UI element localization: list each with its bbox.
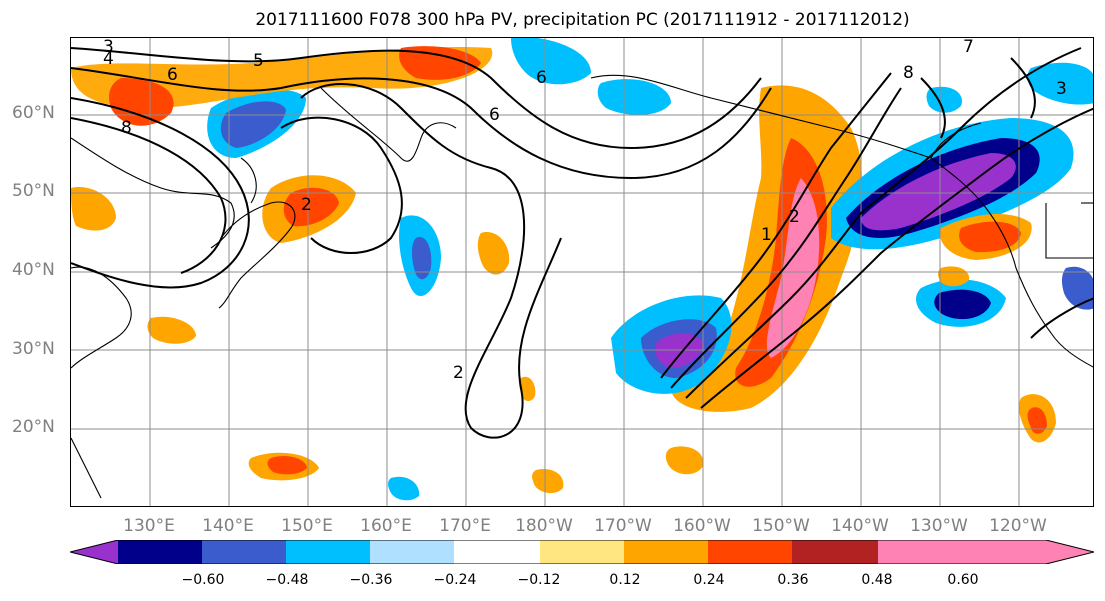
lon-label-170e: 170°E bbox=[439, 516, 491, 536]
map-title: 2017111600 F078 300 hPa PV, precipitatio… bbox=[255, 10, 910, 30]
colorbar-tick-label: −0.48 bbox=[265, 572, 309, 588]
colorbar-segment bbox=[118, 540, 202, 564]
contour-label: 8 bbox=[121, 118, 132, 138]
contour-label: 6 bbox=[167, 65, 178, 85]
contour-label: 4 bbox=[103, 49, 114, 69]
map-plot-area: 3 4 5 6 8 6 6 2 7 8 3 2 1 2 bbox=[70, 37, 1094, 507]
lon-label-140e: 140°E bbox=[202, 516, 254, 536]
colorbar-tick-label: 0.12 bbox=[609, 572, 641, 588]
colorbar-segment bbox=[540, 540, 624, 564]
lon-label-180w: 180°W bbox=[515, 516, 573, 536]
lon-label-130w: 130°W bbox=[910, 516, 968, 536]
colorbar-segment bbox=[454, 540, 540, 564]
map-canvas: 3 4 5 6 8 6 6 2 7 8 3 2 1 2 bbox=[71, 38, 1093, 506]
contour-label: 5 bbox=[253, 51, 264, 71]
lon-label-150e: 150°E bbox=[281, 516, 333, 536]
colorbar-tick-label: −0.12 bbox=[517, 572, 561, 588]
contour-label-group: 3 4 5 6 8 6 6 2 7 8 3 2 1 2 bbox=[103, 38, 1067, 383]
lat-label-40n: 40°N bbox=[12, 260, 55, 280]
contour-label: 6 bbox=[489, 105, 500, 125]
colorbar-tick-label: 0.48 bbox=[861, 572, 893, 588]
contour-label: 8 bbox=[903, 63, 914, 83]
lon-label-170w: 170°W bbox=[594, 516, 652, 536]
pv-contours bbox=[71, 47, 1093, 439]
colorbar-segment bbox=[202, 540, 286, 564]
colorbar-segment bbox=[370, 540, 454, 564]
lon-label-160e: 160°E bbox=[360, 516, 412, 536]
lon-label-140w: 140°W bbox=[831, 516, 889, 536]
contour-label: 7 bbox=[963, 38, 974, 57]
contour-label: 2 bbox=[789, 207, 800, 227]
colorbar-tick-label: −0.60 bbox=[181, 572, 225, 588]
contour-label: 3 bbox=[103, 38, 114, 57]
lon-label-150w: 150°W bbox=[752, 516, 810, 536]
colorbar-segment bbox=[708, 540, 792, 564]
map-gridlines bbox=[71, 38, 1093, 506]
colorbar-extend-high bbox=[878, 540, 1094, 564]
colorbar-tick-label: 0.24 bbox=[693, 572, 725, 588]
lat-label-30n: 30°N bbox=[12, 339, 55, 359]
colorbar-segment bbox=[624, 540, 708, 564]
colorbar-extend-low bbox=[70, 540, 118, 564]
colorbar bbox=[70, 540, 1094, 564]
contour-label: 2 bbox=[453, 363, 464, 383]
colorbar-segment bbox=[286, 540, 370, 564]
lon-label-130e: 130°E bbox=[123, 516, 175, 536]
colorbar-tick-label: 0.60 bbox=[947, 572, 979, 588]
contour-label: 1 bbox=[761, 225, 772, 245]
lat-label-20n: 20°N bbox=[12, 417, 55, 437]
lat-label-50n: 50°N bbox=[12, 181, 55, 201]
contour-label: 3 bbox=[1056, 79, 1067, 99]
colorbar-tick-label: −0.24 bbox=[433, 572, 477, 588]
contour-label: 6 bbox=[536, 68, 547, 88]
lat-label-60n: 60°N bbox=[12, 103, 55, 123]
lon-label-160w: 160°W bbox=[673, 516, 731, 536]
colorbar-segment bbox=[792, 540, 878, 564]
colorbar-tick-label: 0.36 bbox=[777, 572, 809, 588]
precip-shading bbox=[71, 38, 1093, 501]
contour-label: 2 bbox=[301, 195, 312, 215]
lon-label-120w: 120°W bbox=[989, 516, 1047, 536]
colorbar-tick-label: −0.36 bbox=[349, 572, 393, 588]
